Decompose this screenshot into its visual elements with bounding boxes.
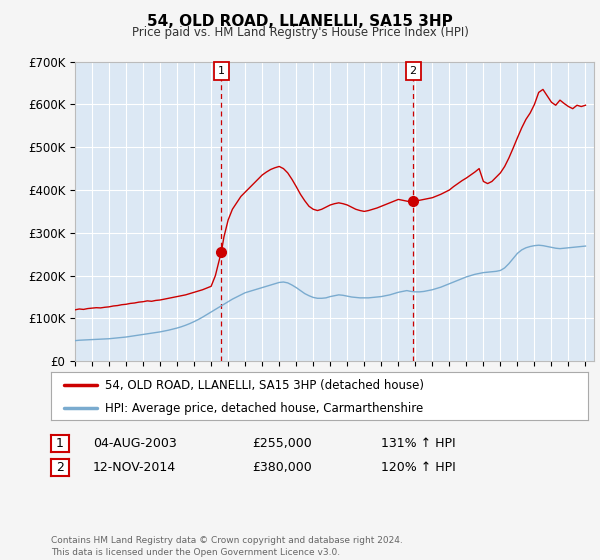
Text: 1: 1 <box>218 66 225 76</box>
Text: 120% ↑ HPI: 120% ↑ HPI <box>381 461 456 474</box>
Text: 2: 2 <box>56 461 64 474</box>
Text: Price paid vs. HM Land Registry's House Price Index (HPI): Price paid vs. HM Land Registry's House … <box>131 26 469 39</box>
Text: 04-AUG-2003: 04-AUG-2003 <box>93 437 177 450</box>
Text: £380,000: £380,000 <box>252 461 312 474</box>
Text: 54, OLD ROAD, LLANELLI, SA15 3HP (detached house): 54, OLD ROAD, LLANELLI, SA15 3HP (detach… <box>105 379 424 392</box>
Text: 2: 2 <box>410 66 416 76</box>
Text: £255,000: £255,000 <box>252 437 312 450</box>
Text: 131% ↑ HPI: 131% ↑ HPI <box>381 437 455 450</box>
Text: 1: 1 <box>56 437 64 450</box>
Text: HPI: Average price, detached house, Carmarthenshire: HPI: Average price, detached house, Carm… <box>105 402 423 414</box>
Text: 54, OLD ROAD, LLANELLI, SA15 3HP: 54, OLD ROAD, LLANELLI, SA15 3HP <box>147 14 453 29</box>
Text: Contains HM Land Registry data © Crown copyright and database right 2024.
This d: Contains HM Land Registry data © Crown c… <box>51 536 403 557</box>
Text: 12-NOV-2014: 12-NOV-2014 <box>93 461 176 474</box>
